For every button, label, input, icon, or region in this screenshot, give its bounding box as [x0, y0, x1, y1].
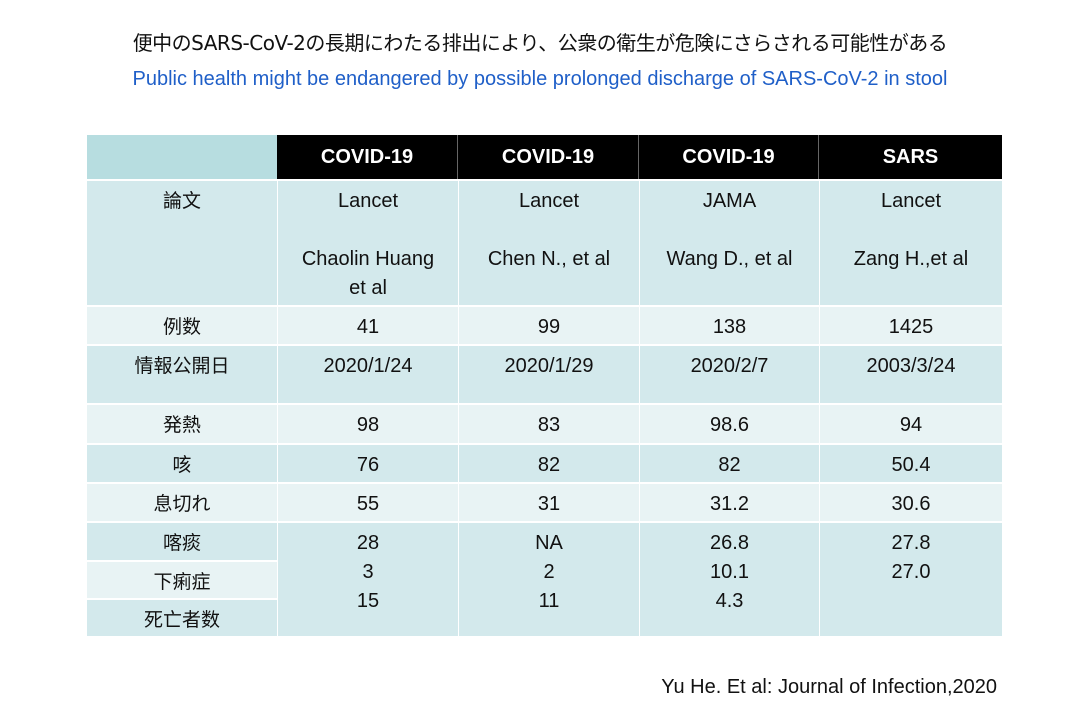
- citation: Yu He. Et al: Journal of Infection,2020: [661, 676, 997, 698]
- paper-journal: Lancet: [880, 190, 942, 212]
- slide-title-english: Public health might be endangered by pos…: [132, 68, 948, 90]
- cough-value: 82: [639, 443, 819, 482]
- sputum-value: NA: [535, 532, 563, 554]
- cough-value: 82: [458, 443, 639, 482]
- date-value: 2020/1/24: [277, 344, 458, 403]
- lower-block-cell: 26.8 10.1 4.3: [639, 521, 819, 636]
- row-label-dyspnea: 息切れ: [87, 482, 277, 521]
- cases-value: 41: [277, 305, 458, 344]
- deaths-value: 4.3: [715, 590, 744, 612]
- column-header-1: COVID-19: [277, 135, 458, 179]
- cough-value: 76: [277, 443, 458, 482]
- paper-journal: Lancet: [337, 190, 399, 212]
- cases-value: 99: [458, 305, 639, 344]
- paper-cell: JAMA Wang D., et al: [639, 179, 819, 305]
- paper-cell: Lancet Chaolin Huang et al: [277, 179, 458, 305]
- diarrhea-value: 27.0: [891, 561, 931, 583]
- diarrhea-value: 2: [543, 561, 555, 583]
- row-label-fever: 発熱: [87, 403, 277, 443]
- row-label-cough: 咳: [87, 443, 277, 482]
- date-value: 2020/1/29: [458, 344, 639, 403]
- date-value: 2003/3/24: [819, 344, 1002, 403]
- paper-author: Zang H.,et al: [853, 248, 969, 270]
- sputum-value: 26.8: [710, 532, 749, 554]
- symptom-comparison-table: COVID-19 COVID-19 COVID-19 SARS 論文 Lance…: [87, 135, 1002, 636]
- row-label-paper: 論文: [87, 179, 277, 305]
- fever-value: 94: [819, 403, 1002, 443]
- deaths-value: 11: [538, 590, 560, 612]
- slide-title-japanese: 便中のSARS-CoV-2の長期にわたる排出により、公衆の衛生が危険にさらされる…: [132, 31, 948, 55]
- cases-value: 1425: [819, 305, 1002, 344]
- column-header-2: COVID-19: [458, 135, 639, 179]
- sputum-value: 27.8: [891, 532, 931, 554]
- fever-value: 83: [458, 403, 639, 443]
- column-header-3: COVID-19: [639, 135, 819, 179]
- dyspnea-value: 31: [458, 482, 639, 521]
- row-label-cases: 例数: [87, 305, 277, 344]
- diarrhea-value: 3: [362, 561, 374, 583]
- date-value: 2020/2/7: [639, 344, 819, 403]
- column-header-4: SARS: [819, 135, 1002, 179]
- diarrhea-value: 10.1: [710, 561, 749, 583]
- cough-value: 50.4: [819, 443, 1002, 482]
- dyspnea-value: 55: [277, 482, 458, 521]
- cases-value: 138: [639, 305, 819, 344]
- fever-value: 98: [277, 403, 458, 443]
- paper-author: Chen N., et al: [487, 248, 611, 270]
- header-corner: [87, 135, 277, 179]
- deaths-value: 15: [356, 590, 380, 612]
- row-label-diarrhea: 下痢症: [87, 560, 277, 598]
- fever-value: 98.6: [639, 403, 819, 443]
- paper-journal: JAMA: [702, 190, 757, 212]
- lower-block-cell: 28 3 15: [277, 521, 458, 636]
- paper-journal: Lancet: [518, 190, 580, 212]
- row-label-date: 情報公開日: [87, 344, 277, 403]
- paper-cell: Lancet Zang H.,et al: [819, 179, 1002, 305]
- paper-author: Wang D., et al: [666, 248, 793, 270]
- row-label-sputum: 喀痰: [87, 521, 277, 560]
- lower-block-cell: 27.8 27.0: [819, 521, 1002, 636]
- lower-block-cell: NA 2 11: [458, 521, 639, 636]
- paper-author: Chaolin Huang et al: [301, 248, 435, 299]
- sputum-value: 28: [356, 532, 380, 554]
- dyspnea-value: 31.2: [639, 482, 819, 521]
- row-label-deaths: 死亡者数: [87, 598, 277, 636]
- paper-cell: Lancet Chen N., et al: [458, 179, 639, 305]
- dyspnea-value: 30.6: [819, 482, 1002, 521]
